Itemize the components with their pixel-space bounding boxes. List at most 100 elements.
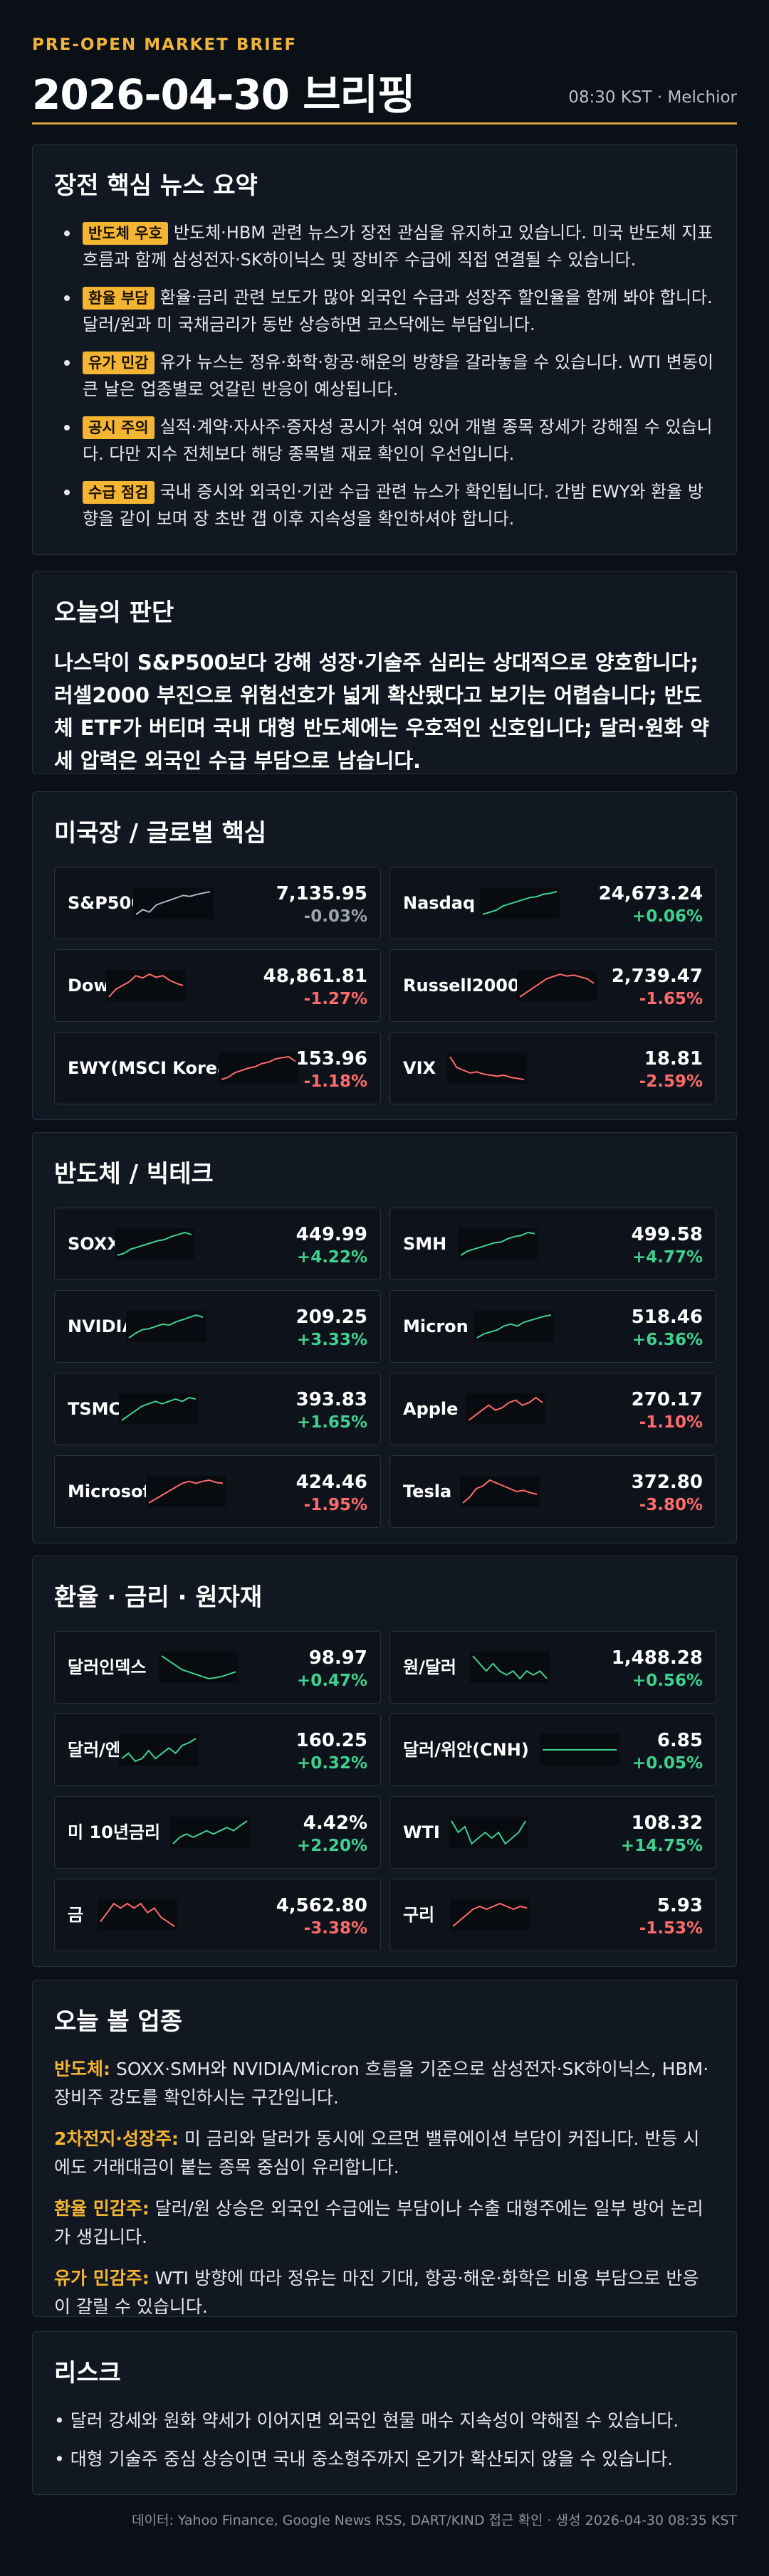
- sparkline: [449, 1056, 525, 1080]
- market-tile[interactable]: VIX 18.81 -2.59%: [389, 1032, 716, 1104]
- tile-value: 4.42%: [303, 1812, 367, 1834]
- page-title: 2026-04-30 브리핑: [32, 70, 415, 119]
- market-tile[interactable]: Microsoft 424.46 -1.95%: [54, 1455, 381, 1528]
- sparkline: [161, 1655, 236, 1680]
- risk-title: 리스크: [54, 2359, 121, 2387]
- sparkline: [468, 1396, 543, 1421]
- bullet-icon: [64, 295, 70, 301]
- market-tile[interactable]: 원/달러 1,488.28 +0.56%: [389, 1631, 716, 1704]
- market-tile[interactable]: Tesla 372.80 -3.80%: [389, 1455, 716, 1528]
- fx-section: 환율 · 금리 · 원자재 달러인덱스 98.97 +0.47% 원/달러 1,488.…: [32, 1556, 737, 1967]
- market-tile[interactable]: TSMC 393.83 +1.65%: [54, 1373, 381, 1445]
- tile-change: +2.20%: [296, 1837, 367, 1855]
- verdict-title: 오늘의 판단: [54, 598, 174, 627]
- tile-value: 6.85: [656, 1730, 703, 1751]
- semis-title: 반도체 / 빅테크: [54, 1160, 214, 1188]
- market-tile[interactable]: Apple 270.17 -1.10%: [389, 1373, 716, 1445]
- market-tile[interactable]: 미 10년금리 4.42% +2.20%: [54, 1796, 381, 1869]
- sparkline-chart: [540, 1734, 619, 1765]
- bullet-icon: [64, 425, 70, 431]
- tile-value: 160.25: [295, 1730, 367, 1751]
- tile-value: 270.17: [631, 1389, 703, 1410]
- sparkline-chart: [126, 1311, 206, 1342]
- bullet-icon: [64, 490, 70, 495]
- market-tile[interactable]: 달러인덱스 98.97 +0.47%: [54, 1631, 381, 1704]
- tile-change: +0.56%: [632, 1672, 703, 1690]
- bullet-icon: [64, 231, 70, 236]
- tile-value: 518.46: [631, 1307, 703, 1328]
- sector-label: 2차전지·성장주:: [54, 2128, 179, 2149]
- market-tile[interactable]: 구리 5.93 -1.53%: [389, 1879, 716, 1951]
- tile-change: +4.22%: [296, 1248, 367, 1267]
- market-tile[interactable]: Nasdaq 24,673.24 +0.06%: [389, 867, 716, 939]
- tile-name: SOXX: [68, 1234, 120, 1254]
- sector-label: 유가 민감주:: [54, 2268, 150, 2289]
- sector-label: 환율 민감주:: [54, 2198, 150, 2219]
- market-tile[interactable]: SOXX 449.99 +4.22%: [54, 1208, 381, 1280]
- tile-name: WTI: [403, 1822, 440, 1842]
- news-tag: 수급 점검: [83, 481, 155, 504]
- sparkline-chart: [133, 887, 213, 919]
- tile-name: Apple: [403, 1399, 459, 1419]
- tile-change: -1.65%: [639, 990, 703, 1008]
- tile-value: 48,861.81: [263, 966, 367, 987]
- tile-name: 미 10년금리: [68, 1822, 161, 1842]
- tile-value: 2,739.47: [611, 966, 703, 987]
- news-section: 장전 핵심 뉴스 요약 반도체 우호 반도체·HBM 관련 뉴스가 장전 관심을 …: [32, 144, 737, 555]
- tile-name: Tesla: [403, 1482, 452, 1501]
- semis-grid: SOXX 449.99 +4.22% SMH 499.58 +4.77% NVIDIA 209…: [54, 1208, 716, 1528]
- tile-change: +0.32%: [296, 1754, 367, 1773]
- news-tag: 공시 주의: [83, 416, 155, 439]
- sparkline: [135, 891, 211, 915]
- header-kicker: PRE-OPEN MARKET BRIEF: [32, 36, 298, 54]
- tile-change: -0.03%: [303, 907, 367, 926]
- tile-name: VIX: [403, 1058, 436, 1078]
- sparkline: [121, 1396, 197, 1421]
- market-tile[interactable]: 달러/위안(CNH) 6.85 +0.05%: [389, 1714, 716, 1786]
- bullet-icon: [64, 360, 70, 366]
- risk-item: • 대형 기술주 중심 상승이면 국내 중소형주까지 온기가 확산되지 않을 수…: [54, 2449, 674, 2469]
- sparkline: [462, 1479, 538, 1504]
- tile-name: S&P500: [68, 893, 143, 913]
- tile-name: Microsoft: [68, 1482, 159, 1501]
- tile-name: 금: [68, 1905, 84, 1925]
- sector-item: 반도체: SOXX·SMH와 NVIDIA/Micron 흐름을 기준으로 삼성…: [54, 2055, 715, 2112]
- sparkline-chart: [119, 1734, 199, 1765]
- market-tile[interactable]: Russell2000 2,739.47 -1.65%: [389, 949, 716, 1022]
- tile-name: SMH: [403, 1234, 447, 1254]
- sectors-section: 오늘 볼 업종 반도체: SOXX·SMH와 NVIDIA/Micron 흐름을…: [32, 1980, 737, 2317]
- market-tile[interactable]: Micron 518.46 +6.36%: [389, 1290, 716, 1363]
- market-tile[interactable]: 달러/엔 160.25 +0.32%: [54, 1714, 381, 1786]
- sparkline: [221, 1055, 296, 1080]
- sparkline-chart: [219, 1052, 298, 1084]
- sparkline-chart: [159, 1652, 239, 1683]
- market-tile[interactable]: Dow 48,861.81 -1.27%: [54, 949, 381, 1022]
- market-tile[interactable]: EWY(MSCI Korea) 153.96 -1.18%: [54, 1032, 381, 1104]
- market-tile[interactable]: WTI 108.32 +14.75%: [389, 1796, 716, 1869]
- market-tile[interactable]: NVIDIA 209.25 +3.33%: [54, 1290, 381, 1363]
- news-text: 환율·금리 관련 보도가 많아 외국인 수급과 성장주 할인율을 함께 봐야 합…: [83, 287, 713, 334]
- risk-list: • 달러 강세와 원화 약세가 이어지면 외국인 현물 매수 지속성이 약해질 …: [54, 2407, 715, 2474]
- tile-name: EWY(MSCI Korea): [68, 1058, 237, 1078]
- market-tile[interactable]: SMH 499.58 +4.77%: [389, 1208, 716, 1280]
- tile-change: -2.59%: [639, 1072, 703, 1091]
- tile-value: 153.96: [295, 1048, 367, 1070]
- sparkline: [476, 1314, 552, 1339]
- risk-section: 리스크 • 달러 강세와 원화 약세가 이어지면 외국인 현물 매수 지속성이 …: [32, 2331, 737, 2495]
- news-text: 반도체·HBM 관련 뉴스가 장전 관심을 유지하고 있습니다. 미국 반도체 …: [83, 223, 713, 270]
- tile-value: 1,488.28: [611, 1647, 703, 1669]
- news-tag: 반도체 우호: [83, 222, 168, 245]
- tile-change: -1.53%: [639, 1919, 703, 1938]
- tile-change: -1.27%: [303, 990, 367, 1008]
- tile-name: Nasdaq: [403, 893, 476, 913]
- sparkline-chart: [460, 1476, 540, 1507]
- sparkline-chart: [480, 887, 560, 919]
- news-title: 장전 핵심 뉴스 요약: [54, 171, 258, 200]
- news-tag: 환율 부담: [83, 287, 155, 310]
- sector-item: 환율 민감주: 달러/원 상승은 외국인 수급에는 부담이나 수출 대형주에는 …: [54, 2195, 715, 2252]
- market-tile[interactable]: 금 4,562.80 -3.38%: [54, 1879, 381, 1951]
- market-tile[interactable]: S&P500 7,135.95 -0.03%: [54, 867, 381, 939]
- sparkline: [519, 973, 595, 998]
- tile-change: -3.80%: [639, 1496, 703, 1514]
- tile-value: 209.25: [295, 1307, 367, 1328]
